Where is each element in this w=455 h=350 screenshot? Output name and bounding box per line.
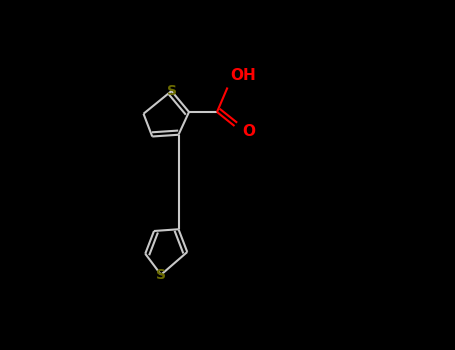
Text: O: O [242, 124, 255, 139]
Text: S: S [167, 84, 177, 98]
Text: OH: OH [230, 68, 256, 83]
Text: S: S [156, 268, 166, 282]
